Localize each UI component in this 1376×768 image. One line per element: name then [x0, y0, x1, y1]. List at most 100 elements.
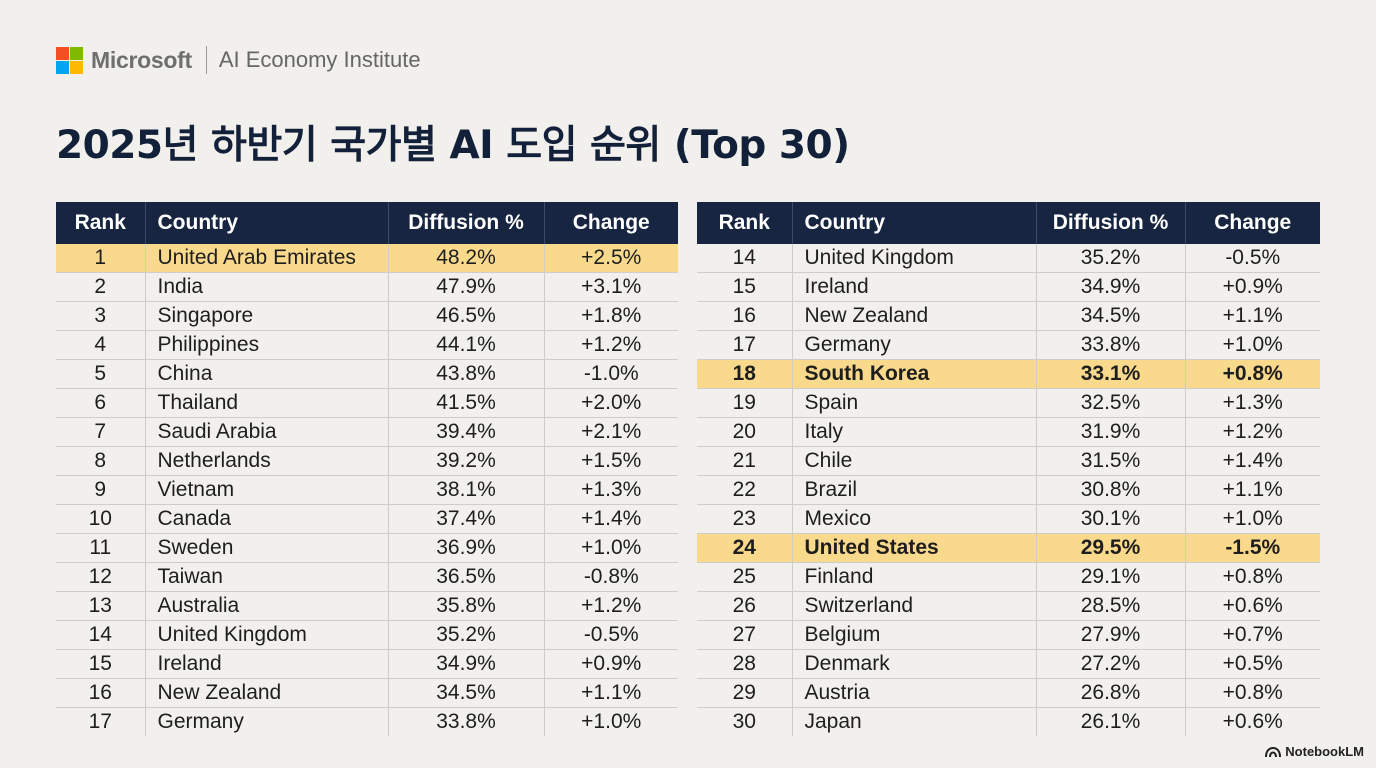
- notebooklm-badge: NotebookLM: [1265, 744, 1364, 759]
- diffusion-cell: 32.5%: [1035, 388, 1185, 418]
- rank-cell: 8: [56, 446, 145, 476]
- diffusion-cell: 33.8%: [387, 707, 544, 736]
- microsoft-logo-icon: [56, 46, 83, 74]
- country-cell: Italy: [791, 417, 1036, 447]
- diffusion-cell: 39.2%: [387, 446, 544, 476]
- change-cell: +0.5%: [1184, 649, 1320, 679]
- table-row: 26 Switzerland 28.5% +0.6%: [697, 591, 1320, 621]
- table-row: 15 Ireland 34.9% +0.9%: [697, 272, 1320, 302]
- table-row: 17 Germany 33.8% +1.0%: [697, 330, 1320, 360]
- table-body-right: 14 United Kingdom 35.2% -0.5% 15 Ireland 34.9%…: [697, 244, 1320, 736]
- country-cell: Denmark: [791, 649, 1036, 679]
- notebooklm-label: NotebookLM: [1285, 744, 1364, 759]
- country-cell: Thailand: [144, 388, 388, 418]
- change-cell: +1.1%: [543, 678, 678, 708]
- rank-cell: 18: [697, 359, 792, 389]
- logo-square-blue: [56, 60, 69, 74]
- table-row: 13 Australia 35.8% +1.2%: [56, 591, 678, 621]
- rank-cell: 11: [56, 533, 145, 563]
- diffusion-cell: 35.8%: [387, 591, 544, 621]
- change-cell: -1.5%: [1184, 533, 1320, 563]
- country-cell: Germany: [144, 707, 388, 736]
- country-cell: Brazil: [791, 475, 1036, 505]
- table-row: 10 Canada 37.4% +1.4%: [56, 504, 678, 534]
- diffusion-cell: 39.4%: [387, 417, 544, 447]
- brand-divider: [205, 46, 207, 74]
- table-row: 19 Spain 32.5% +1.3%: [697, 388, 1320, 418]
- diffusion-cell: 29.5%: [1035, 533, 1185, 563]
- change-cell: +2.1%: [543, 417, 678, 447]
- table-row: 1 United Arab Emirates 48.2% +2.5%: [56, 244, 678, 273]
- change-cell: +1.2%: [543, 330, 678, 360]
- header-change: Change: [1184, 202, 1320, 244]
- change-cell: +0.7%: [1184, 620, 1320, 650]
- change-cell: +1.0%: [1184, 330, 1320, 360]
- rank-cell: 17: [88, 710, 112, 733]
- table-row: 22 Brazil 30.8% +1.1%: [697, 475, 1320, 505]
- diffusion-cell: 33.8%: [1035, 330, 1185, 360]
- change-cell: -1.0%: [543, 359, 678, 389]
- logo-square-yellow: [70, 60, 83, 74]
- country-cell: Spain: [791, 388, 1036, 418]
- rank-cell: 26: [697, 591, 792, 621]
- brand-name: Microsoft: [91, 46, 192, 73]
- table-row: 23 Mexico 30.1% +1.0%: [697, 504, 1320, 534]
- country-cell: United States: [791, 533, 1036, 563]
- change-cell: +0.6%: [1184, 707, 1320, 736]
- diffusion-cell: 28.5%: [1035, 591, 1185, 621]
- table-row: 20 Italy 31.9% +1.2%: [697, 417, 1320, 447]
- rank-cell: 22: [697, 475, 792, 505]
- change-cell: -0.8%: [543, 562, 678, 592]
- table-row: 4 Philippines 44.1% +1.2%: [56, 330, 678, 360]
- diffusion-cell: 43.8%: [387, 359, 544, 389]
- diffusion-cell: 36.5%: [387, 562, 544, 592]
- table-row: 5 China 43.8% -1.0%: [56, 359, 678, 389]
- country-cell: Germany: [791, 330, 1036, 360]
- ranking-table-left: Rank Country Diffusion % Change 1 United …: [56, 202, 678, 736]
- diffusion-cell: 37.4%: [387, 504, 544, 534]
- change-cell: +1.2%: [543, 591, 678, 621]
- country-cell: Japan: [791, 707, 1036, 736]
- brand-header: Microsoft AI Economy Institute: [56, 44, 421, 76]
- country-cell: United Arab Emirates: [144, 244, 388, 273]
- country-cell: Singapore: [144, 301, 388, 331]
- diffusion-cell: 31.9%: [1035, 417, 1185, 447]
- rank-cell: 21: [697, 446, 792, 476]
- change-cell: +1.0%: [543, 707, 678, 736]
- country-cell: Ireland: [144, 649, 388, 679]
- diffusion-cell: 27.9%: [1035, 620, 1185, 650]
- table-row: 30 Japan 26.1% +0.6%: [697, 707, 1320, 736]
- diffusion-cell: 48.2%: [387, 244, 544, 273]
- country-cell: New Zealand: [144, 678, 388, 708]
- country-cell: Netherlands: [144, 446, 388, 476]
- rank-cell: 9: [56, 475, 145, 505]
- diffusion-cell: 46.5%: [387, 301, 544, 331]
- header-diffusion: Diffusion %: [1035, 202, 1185, 244]
- rank-cell: 23: [697, 504, 792, 534]
- header-country: Country: [144, 202, 388, 244]
- change-cell: +2.5%: [543, 244, 678, 273]
- diffusion-cell: 27.2%: [1035, 649, 1185, 679]
- rank-cell: 1: [56, 244, 145, 273]
- table-row: 6 Thailand 41.5% +2.0%: [56, 388, 678, 418]
- rank-cell: 3: [56, 301, 145, 331]
- table-row: 8 Netherlands 39.2% +1.5%: [56, 446, 678, 476]
- table-body-left: 1 United Arab Emirates 48.2% +2.5% 2 India 47.…: [56, 244, 678, 736]
- country-cell: South Korea: [791, 359, 1036, 389]
- rank-cell: 14: [697, 244, 792, 273]
- table-row: 25 Finland 29.1% +0.8%: [697, 562, 1320, 592]
- diffusion-cell: 29.1%: [1035, 562, 1185, 592]
- rank-cell: 6: [56, 388, 145, 418]
- header-country: Country: [791, 202, 1036, 244]
- country-cell: Vietnam: [144, 475, 388, 505]
- table-row: 9 Vietnam 38.1% +1.3%: [56, 475, 678, 505]
- rank-cell: 17: [697, 330, 792, 360]
- rank-cell: 29: [697, 678, 792, 708]
- country-cell: New Zealand: [791, 301, 1036, 331]
- table-row: 16 New Zealand 34.5% +1.1%: [697, 301, 1320, 331]
- change-cell: +1.0%: [543, 533, 678, 563]
- diffusion-cell: 41.5%: [387, 388, 544, 418]
- diffusion-cell: 34.5%: [387, 678, 544, 708]
- table-row: 11 Sweden 36.9% +1.0%: [56, 533, 678, 563]
- change-cell: +0.9%: [543, 649, 678, 679]
